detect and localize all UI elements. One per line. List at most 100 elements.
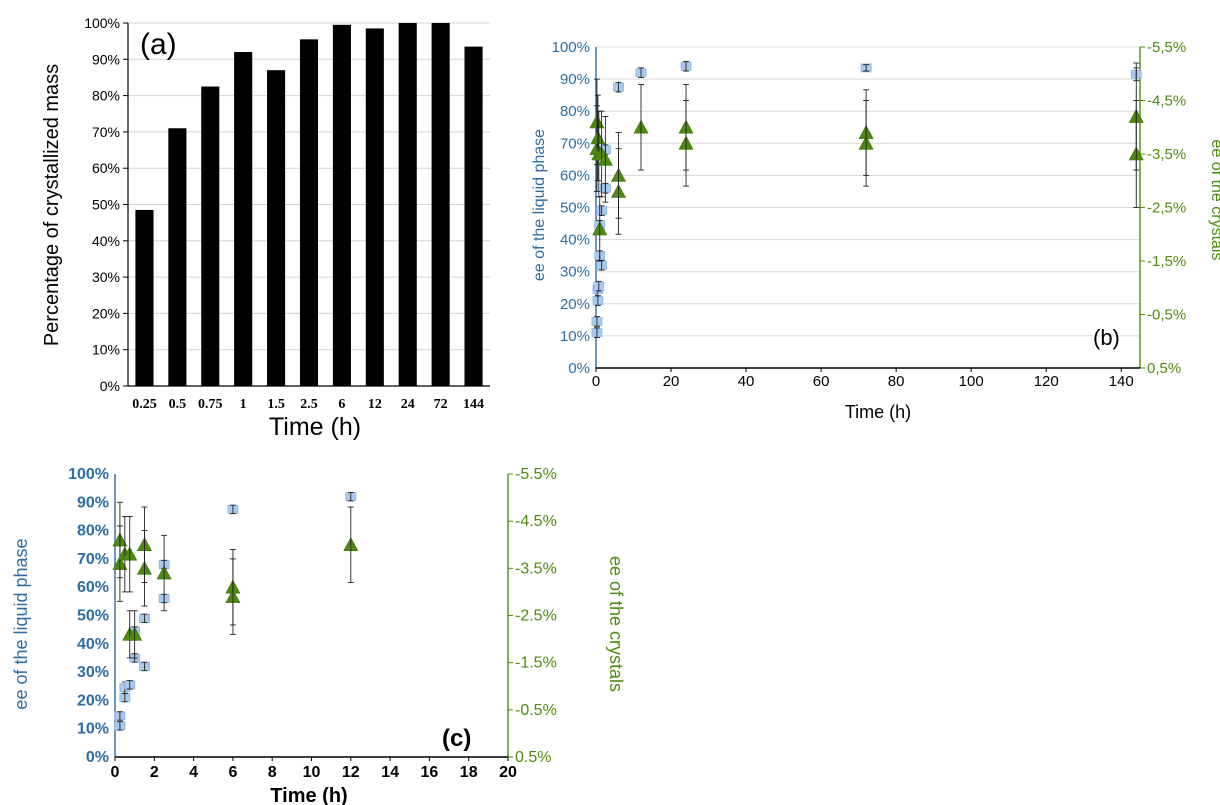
panel-c-y-tick-label: 20%: [77, 692, 109, 709]
panel-c-y-tick-label: 70%: [77, 551, 109, 568]
panel-c-y-axis-label: ee of the liquid phase: [11, 538, 31, 709]
panel-a-bar: [332, 24, 351, 386]
panel-b-x-tick-label: 40: [738, 373, 755, 390]
panel-a-bar: [267, 70, 286, 386]
panel-c-scatter-chart: 0% 10% 20% 30% 40% 50% 60% 70% 80% 90% 100% 0.5% -0…: [11, 466, 626, 805]
panel-a-bar: [464, 46, 483, 386]
panel-c-x-tick-label: 8: [268, 764, 277, 781]
panel-a-bar: [234, 52, 253, 386]
panel-a-y-tick-label: 90%: [92, 51, 120, 67]
panel-a-y-tick-label: 80%: [92, 88, 120, 104]
panel-b-y2-tick-label: -2,5%: [1147, 200, 1186, 217]
panel-b-x-tick-label: 0: [592, 373, 600, 390]
panel-c-y2-axis-label: ee of the crystals: [606, 556, 626, 692]
panel-b-x-tick-label: 80: [888, 373, 905, 390]
panel-a-x-tick-label: 0.25: [132, 397, 157, 412]
panel-b-y2-tick-label: -5,5%: [1147, 39, 1186, 56]
panel-b-y-tick-label: 0%: [568, 360, 590, 377]
panel-b-scatter-chart: 0% 10% 20% 30% 40% 50% 60% 70% 80% 90% 100% 0,5% -0…: [531, 39, 1220, 422]
panel-c-y-tick-label: 40%: [77, 636, 109, 653]
panel-a-y-tick-label: 10%: [92, 342, 120, 358]
panel-c-x-tick-label: 6: [228, 764, 237, 781]
panel-b-y-axis-label: ee of the liquid phase: [531, 129, 548, 281]
panel-a-bar: [398, 23, 417, 386]
panel-b-y-tick-label: 50%: [560, 200, 590, 217]
panel-c-x-tick-label: 2: [150, 764, 159, 781]
panel-b-y2-tick-label: -4,5%: [1147, 93, 1186, 110]
panel-a-bar: [201, 86, 220, 387]
panel-c-y-tick-label: 100%: [68, 466, 109, 483]
panel-c-y-tick-label: 60%: [77, 579, 109, 596]
panel-b-y-tick-label: 30%: [560, 264, 590, 281]
panel-a-y-tick-label: 0%: [100, 378, 120, 394]
panel-c-x-tick-label: 10: [303, 764, 321, 781]
panel-b-x-axis-label: Time (h): [845, 402, 911, 422]
panel-a-y-tick-label: 60%: [92, 160, 120, 176]
panel-a-y-axis-label: Percentage of crystallized mass: [41, 64, 63, 346]
panel-c-x-tick-label: 4: [189, 764, 198, 781]
panel-b-x-tick-label: 100: [959, 373, 984, 390]
panel-a-x-tick-label: 0.75: [198, 397, 223, 412]
panel-b-x-tick-label: 140: [1109, 373, 1134, 390]
panel-c-y-tick-label: 0%: [86, 749, 109, 766]
panel-c-x-tick-label: 12: [342, 764, 360, 781]
panel-b-y-tick-label: 10%: [560, 328, 590, 345]
panel-a-y-tick-label: 20%: [92, 305, 120, 321]
panel-a-label: (a): [140, 28, 177, 61]
panel-a-x-tick-label: 24: [401, 397, 415, 412]
panel-c-y2-tick-label: -1.5%: [515, 655, 557, 672]
panel-a-x-tick-label: 1.5: [267, 397, 285, 412]
panel-a-x-tick-label: 1: [240, 397, 247, 412]
panel-a-x-tick-label: 12: [368, 397, 382, 412]
panel-a-y-tick-label: 40%: [92, 233, 120, 249]
panel-c-y-tick-label: 50%: [77, 608, 109, 625]
panel-c-y2-tick-label: -5.5%: [515, 466, 557, 483]
panel-b-y2-tick-label: -0,5%: [1147, 307, 1186, 324]
panel-c-y2-tick-label: -0.5%: [515, 702, 557, 719]
panel-c-y-tick-label: 80%: [77, 523, 109, 540]
panel-a-x-tick-label: 6: [338, 397, 345, 412]
panel-b-y2-tick-label: -1,5%: [1147, 253, 1186, 270]
panel-a-x-tick-label: 0.5: [169, 397, 187, 412]
panel-a-bar: [135, 209, 154, 386]
panel-c-x-axis-label: Time (h): [270, 785, 347, 805]
panel-b-y-tick-label: 60%: [560, 167, 590, 184]
panel-a-bar: [168, 128, 187, 386]
panel-c-y-tick-label: 90%: [77, 494, 109, 511]
panel-a-bar: [299, 39, 319, 387]
panel-c-y-tick-label: 10%: [77, 721, 109, 738]
panel-c-y-tick-label: 30%: [77, 664, 109, 681]
panel-a-y-tick-label: 70%: [92, 124, 120, 140]
panel-b-x-tick-label: 20: [663, 373, 680, 390]
panel-c-y2-tick-label: -3.5%: [515, 560, 557, 577]
panel-a-y-tick-label: 50%: [92, 197, 120, 213]
panel-b-x-tick-label: 60: [813, 373, 830, 390]
panel-b-y2-tick-label: 0,5%: [1147, 360, 1181, 377]
panel-c-y2-tick-label: 0.5%: [515, 749, 551, 766]
panel-a-x-tick-label: 144: [463, 397, 484, 412]
panel-a-bar: [365, 28, 384, 386]
panel-c-x-tick-label: 14: [381, 764, 399, 781]
panel-a-y-tick-label: 100%: [84, 15, 120, 31]
panel-a-x-tick-label: 2.5: [300, 397, 318, 412]
panel-c-x-tick-label: 0: [111, 764, 120, 781]
panel-b-y-tick-label: 80%: [560, 103, 590, 120]
panel-b-y-tick-label: 70%: [560, 135, 590, 152]
panel-c-x-tick-label: 20: [499, 764, 517, 781]
panel-b-y-tick-label: 90%: [560, 71, 590, 88]
panel-b-y2-tick-label: -3,5%: [1147, 146, 1186, 163]
panel-b-y-tick-label: 100%: [552, 39, 590, 56]
panel-a-y-tick-label: 30%: [92, 269, 120, 285]
panel-c-label: (c): [442, 725, 471, 752]
panel-a-bar-chart: 0% 10% 20% 30% 40% 50% 60% 70% 80% 90% 100% 0.25 0.…: [41, 15, 490, 441]
panel-c-x-tick-label: 16: [421, 764, 439, 781]
panel-c-y2-tick-label: -4.5%: [515, 513, 557, 530]
panel-a-x-axis-label: Time (h): [269, 413, 361, 441]
panel-b-label: (b): [1093, 325, 1120, 350]
panel-c-x-tick-label: 18: [460, 764, 478, 781]
panel-a-x-tick-label: 72: [434, 397, 448, 412]
panel-b-y-tick-label: 20%: [560, 296, 590, 313]
panel-a-bar: [431, 23, 450, 386]
panel-b-x-tick-label: 120: [1034, 373, 1059, 390]
